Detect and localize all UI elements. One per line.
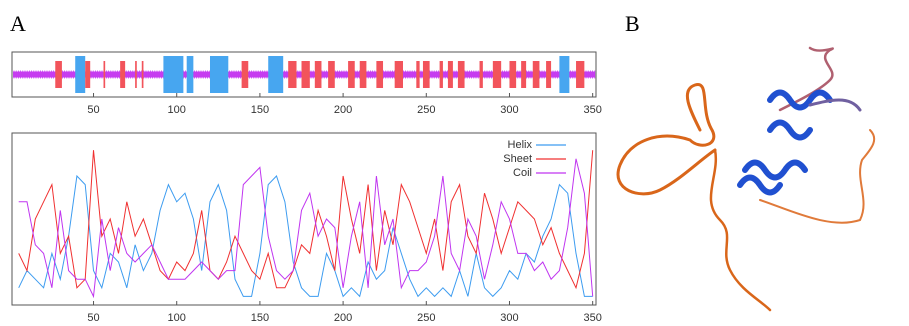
- sheet-segment: [448, 61, 453, 88]
- sheet-segment: [521, 61, 526, 88]
- sheet-segment: [104, 61, 106, 88]
- sheet-segment: [546, 61, 551, 88]
- panel-label: A: [10, 11, 26, 36]
- sheet-segment: [360, 61, 367, 88]
- x-tick-label: 300: [500, 104, 518, 116]
- x-tick-label: 50: [87, 104, 99, 116]
- sheet-segment: [376, 61, 383, 88]
- sheet-segment: [395, 61, 403, 88]
- legend-label: Sheet: [503, 153, 532, 165]
- helix-segment: [163, 56, 183, 93]
- x-tick-label: 200: [334, 104, 352, 116]
- series-line: [19, 150, 593, 288]
- helix-segment: [75, 56, 85, 93]
- x-tick-label: 350: [583, 312, 601, 324]
- sheet-segment: [135, 61, 137, 88]
- sheet-segment: [85, 61, 90, 88]
- helix-segment: [268, 56, 283, 93]
- x-tick-label: 50: [87, 312, 99, 324]
- sheet-segment: [55, 61, 62, 88]
- sheet-segment: [509, 61, 516, 88]
- sheet-segment: [423, 61, 430, 88]
- helix-segment: [559, 56, 569, 93]
- helix-segment: [187, 56, 194, 93]
- sheet-segment: [142, 61, 144, 88]
- sheet-segment: [480, 61, 483, 88]
- sheet-segment: [302, 61, 310, 88]
- legend-label: Coil: [513, 167, 532, 179]
- sheet-segment: [440, 61, 443, 88]
- helix-segment: [210, 56, 228, 93]
- sheet-segment: [348, 61, 355, 88]
- sheet-segment: [328, 61, 335, 88]
- sheet-segment: [458, 61, 465, 88]
- protein-structure: [618, 48, 874, 310]
- x-tick-label: 150: [251, 312, 269, 324]
- x-tick-label: 250: [417, 104, 435, 116]
- sheet-segment: [533, 61, 540, 88]
- x-tick-label: 350: [583, 104, 601, 116]
- sheet-segment: [315, 61, 322, 88]
- figure: A B 50 100 150 200 250 300 350 Helix Sheet Coil 50…: [0, 0, 909, 326]
- sheet-segment: [120, 61, 125, 88]
- x-tick-label: 250: [417, 312, 435, 324]
- sheet-segment: [242, 61, 249, 88]
- panel-label: B: [625, 11, 640, 36]
- x-tick-label: 300: [500, 312, 518, 324]
- x-tick-label: 200: [334, 312, 352, 324]
- sheet-segment: [416, 61, 419, 88]
- sheet-segment: [576, 61, 584, 88]
- x-tick-label: 100: [168, 312, 186, 324]
- x-tick-label: 150: [251, 104, 269, 116]
- legend-label: Helix: [508, 139, 533, 151]
- sheet-segment: [288, 61, 296, 88]
- sheet-segment: [493, 61, 501, 88]
- x-tick-label: 100: [168, 104, 186, 116]
